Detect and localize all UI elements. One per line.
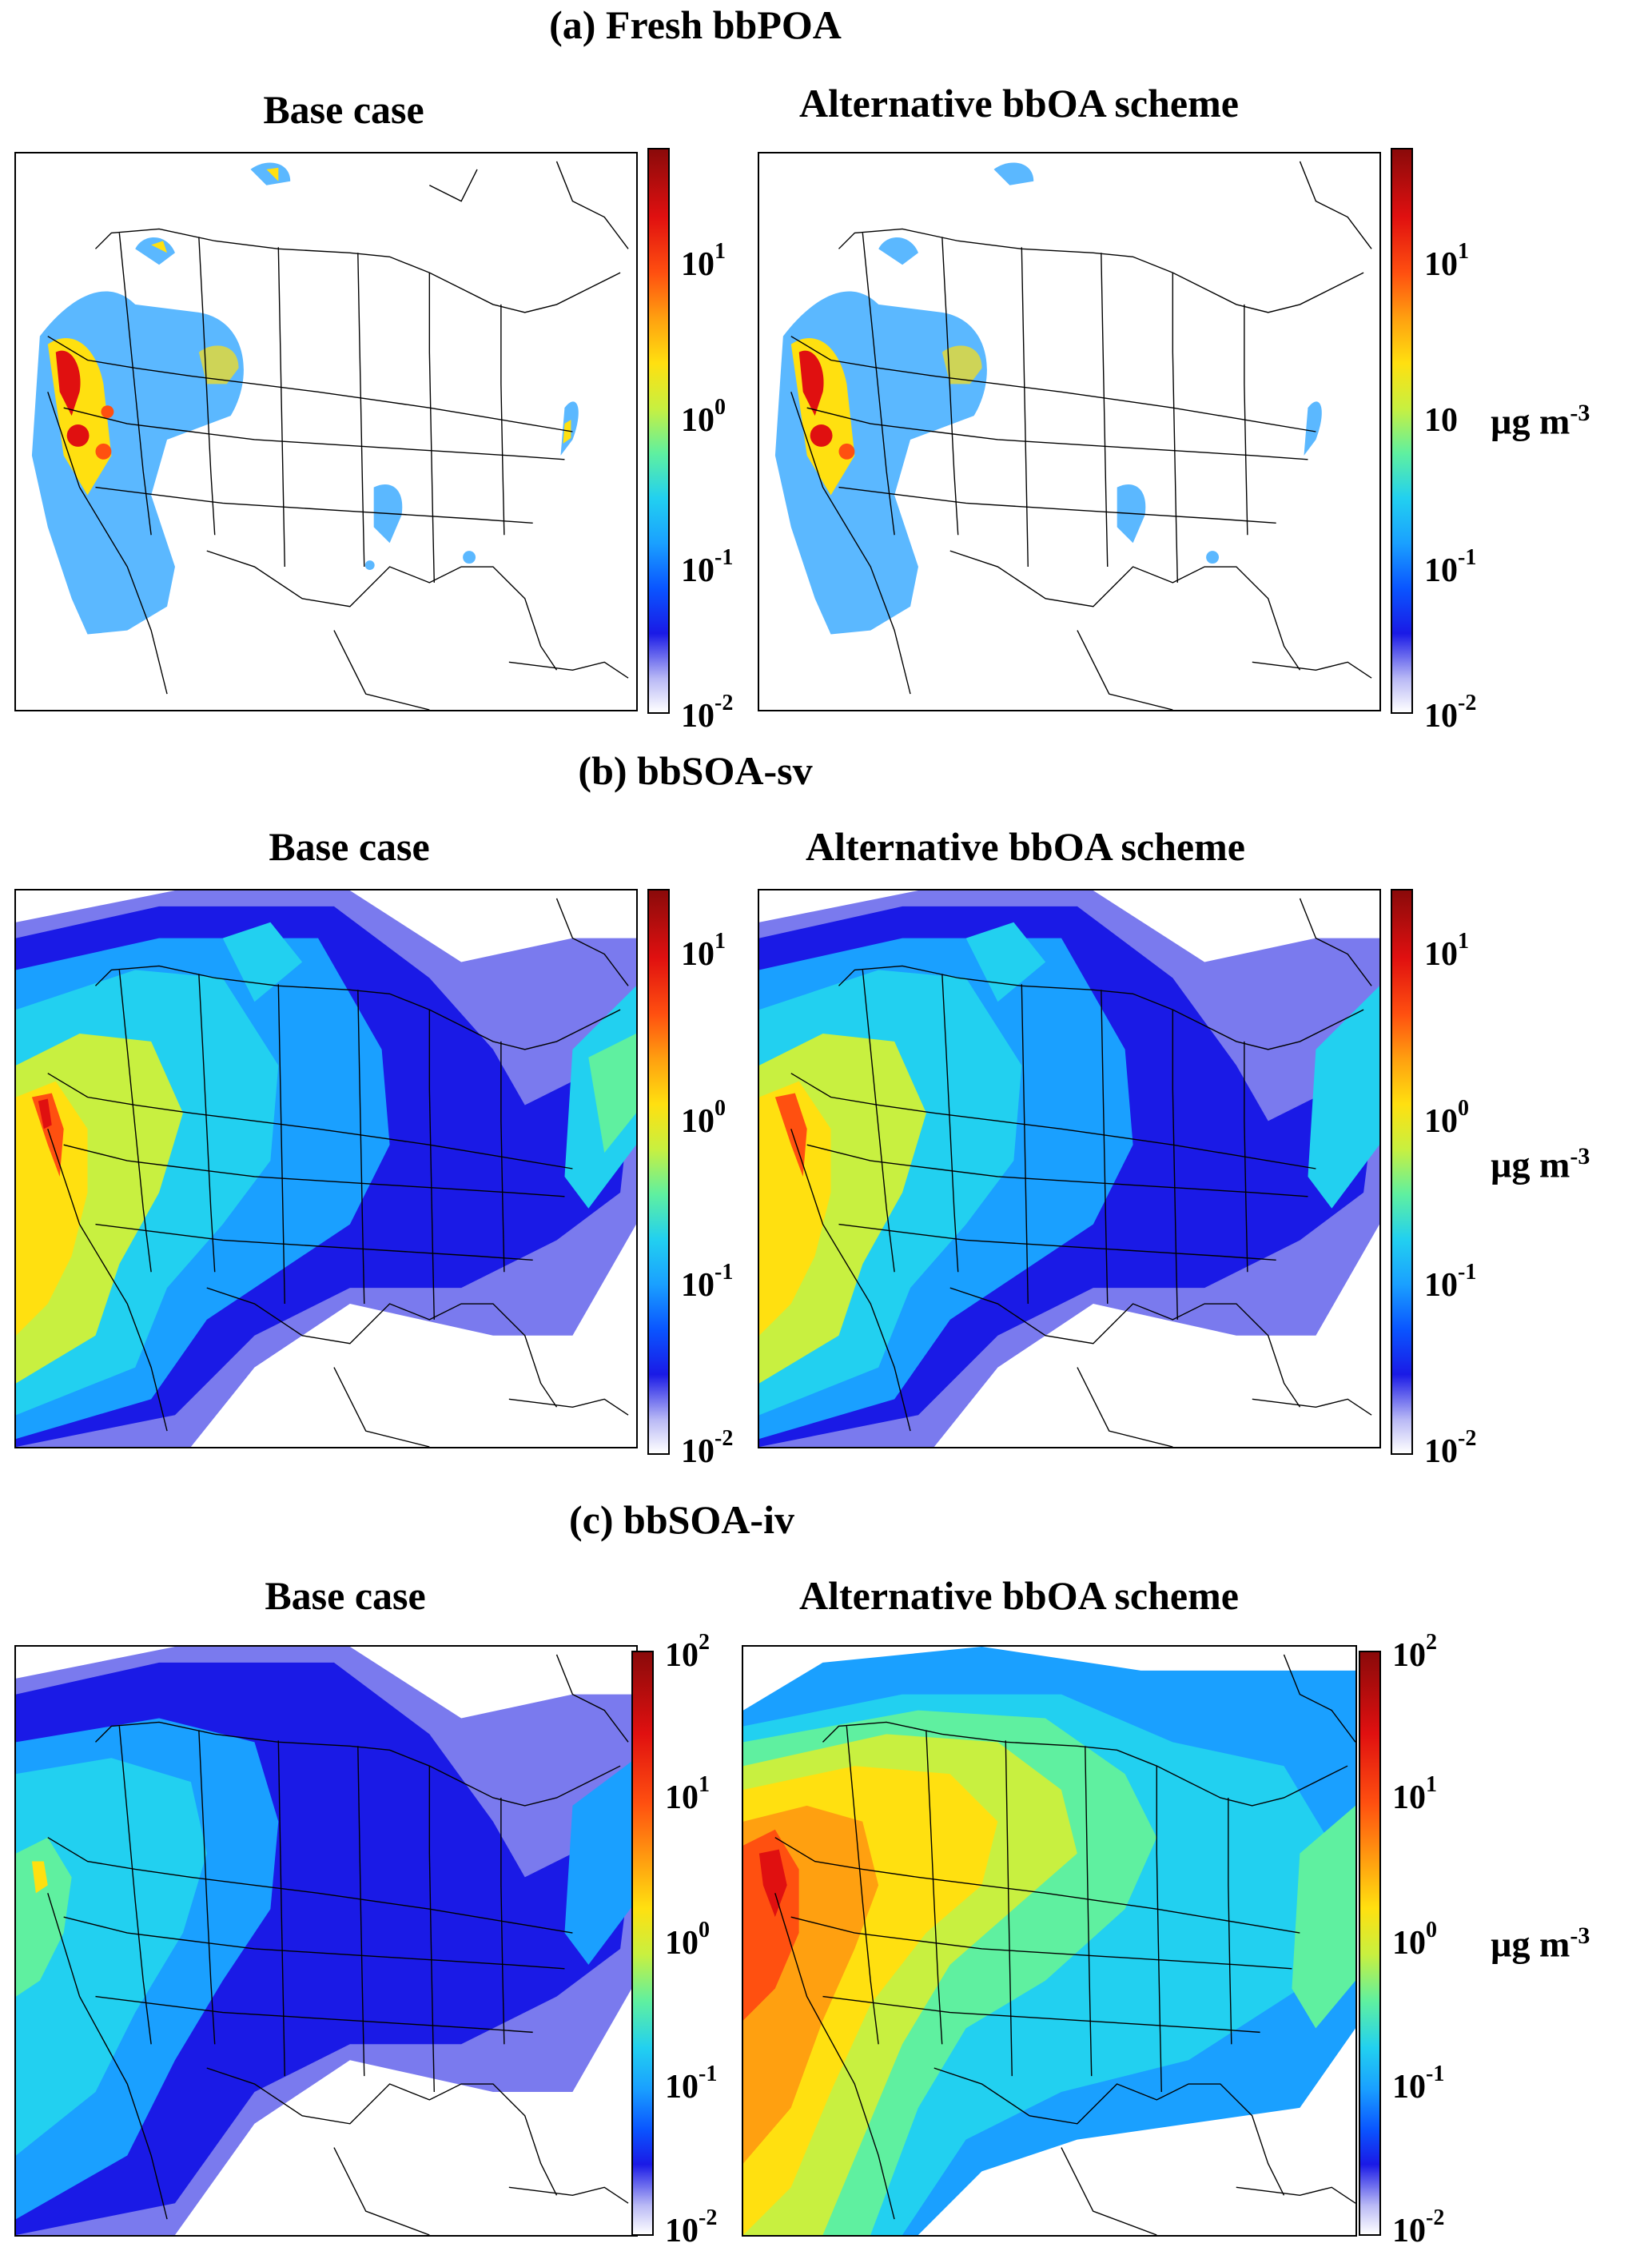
- unit-label-c: µg m-3: [1491, 1922, 1590, 1965]
- concentration-field: [774, 162, 1322, 635]
- cbar-c-alt-tick-1: 101: [1392, 1772, 1437, 1816]
- cbar-c-alt-tick-0: 102: [1392, 1630, 1437, 1674]
- state-boundaries: [47, 898, 629, 1447]
- cbar-a-base-tick-3: 10-2: [681, 691, 734, 735]
- cbar-c-alt-tick-2: 100: [1392, 1918, 1437, 1962]
- row-c-title: (c) bbSOA-iv: [569, 1497, 794, 1542]
- cbar-b-base-tick-0: 101: [681, 929, 726, 973]
- cbar-b-alt-tick-2: 10-1: [1424, 1260, 1477, 1304]
- cbar-c-base-tick-3: 10-1: [665, 2062, 718, 2106]
- colorbar-b-base: [647, 889, 670, 1455]
- row-a-title: (a) Fresh bbPOA: [549, 2, 842, 47]
- map-a-alt: [758, 152, 1381, 711]
- cbar-a-base-tick-2: 10-1: [681, 545, 734, 589]
- cbar-a-alt-tick-3: 10-2: [1424, 691, 1477, 735]
- map-b-alt: [758, 889, 1381, 1448]
- cbar-c-base-tick-2: 100: [665, 1918, 710, 1962]
- row-a-right-title: Alternative bbOA scheme: [799, 81, 1239, 125]
- concentration-field: [31, 162, 579, 635]
- row-b-right-title: Alternative bbOA scheme: [806, 824, 1245, 869]
- cbar-b-base-tick-2: 10-1: [681, 1260, 734, 1304]
- row-c-right-title: Alternative bbOA scheme: [799, 1573, 1239, 1618]
- row-b-title: (b) bbSOA-sv: [578, 748, 813, 793]
- row-b-left-title: Base case: [269, 824, 430, 869]
- concentration-field: [743, 1647, 1355, 2235]
- map-c-base: [14, 1645, 638, 2237]
- cbar-a-alt-tick-0: 101: [1424, 239, 1469, 283]
- unit-label-a: µg m-3: [1491, 400, 1590, 442]
- map-b-base: [14, 889, 638, 1448]
- map-c-alt: [742, 1645, 1357, 2237]
- colorbar-c-base: [631, 1651, 654, 2236]
- colorbar-a-base: [647, 148, 670, 714]
- cbar-b-alt-tick-0: 101: [1424, 929, 1469, 973]
- cbar-b-alt-tick-3: 10-2: [1424, 1426, 1477, 1470]
- row-c-left-title: Base case: [265, 1573, 426, 1618]
- map-a-base: [14, 152, 638, 711]
- state-boundaries: [47, 161, 629, 710]
- state-boundaries: [47, 1654, 629, 2235]
- state-boundaries: [774, 1654, 1355, 2235]
- row-a-left-title: Base case: [263, 87, 424, 132]
- colorbar-a-alt: [1391, 148, 1413, 714]
- cbar-b-base-tick-1: 100: [681, 1096, 726, 1140]
- cbar-a-base-tick-1: 100: [681, 395, 726, 439]
- cbar-c-base-tick-4: 10-2: [665, 2205, 718, 2249]
- cbar-c-base-tick-0: 102: [665, 1630, 710, 1674]
- concentration-field: [759, 890, 1379, 1447]
- concentration-field: [16, 1647, 636, 2235]
- cbar-c-base-tick-1: 101: [665, 1772, 710, 1816]
- cbar-a-alt-tick-2: 10-1: [1424, 545, 1477, 589]
- cbar-b-alt-tick-1: 100: [1424, 1096, 1469, 1140]
- state-boundaries: [790, 898, 1372, 1447]
- cbar-c-alt-tick-4: 10-2: [1392, 2205, 1445, 2249]
- colorbar-c-alt: [1359, 1651, 1381, 2236]
- cbar-b-base-tick-3: 10-2: [681, 1426, 734, 1470]
- cbar-c-alt-tick-3: 10-1: [1392, 2062, 1445, 2106]
- state-boundaries: [790, 161, 1372, 710]
- cbar-a-alt-tick-1: 10: [1424, 402, 1458, 439]
- concentration-field: [16, 890, 636, 1447]
- cbar-a-base-tick-0: 101: [681, 239, 726, 283]
- colorbar-b-alt: [1391, 889, 1413, 1455]
- unit-label-b: µg m-3: [1491, 1143, 1590, 1185]
